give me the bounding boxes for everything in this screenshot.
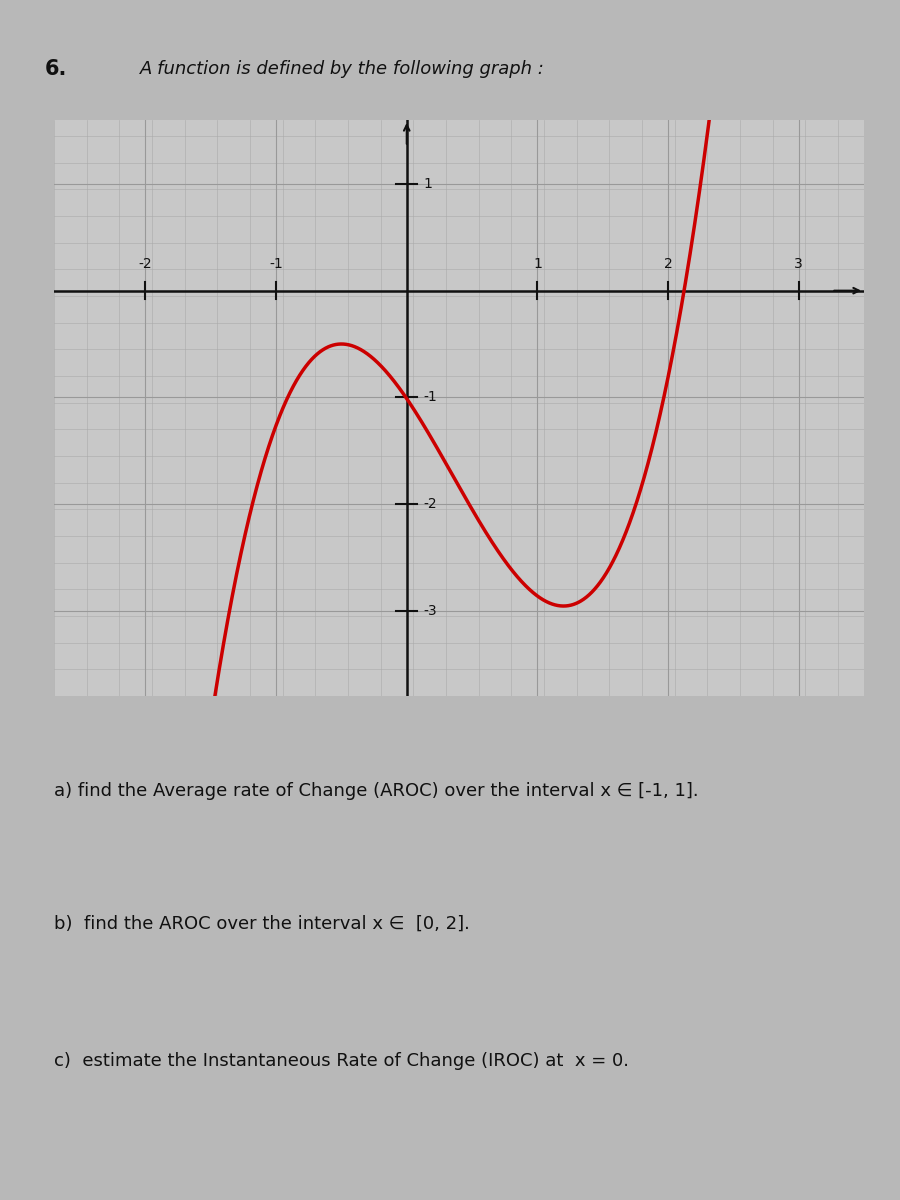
Text: 2: 2 xyxy=(663,258,672,271)
Text: -2: -2 xyxy=(139,258,152,271)
Text: 3: 3 xyxy=(795,258,803,271)
Text: 1: 1 xyxy=(533,258,542,271)
Text: a) find the Average rate of Change (AROC) over the interval x ∈ [-1, 1].: a) find the Average rate of Change (AROC… xyxy=(54,782,698,800)
Text: -1: -1 xyxy=(424,390,437,404)
Text: -1: -1 xyxy=(269,258,283,271)
Text: -3: -3 xyxy=(424,604,437,618)
Text: b)  find the AROC over the interval x ∈  [0, 2].: b) find the AROC over the interval x ∈ [… xyxy=(54,914,470,932)
Text: 6.: 6. xyxy=(45,59,68,79)
Text: -2: -2 xyxy=(424,497,437,511)
Text: 1: 1 xyxy=(424,178,433,191)
Text: A function is defined by the following graph :: A function is defined by the following g… xyxy=(140,60,544,78)
Text: c)  estimate the Instantaneous Rate of Change (IROC) at  x = 0.: c) estimate the Instantaneous Rate of Ch… xyxy=(54,1052,629,1070)
